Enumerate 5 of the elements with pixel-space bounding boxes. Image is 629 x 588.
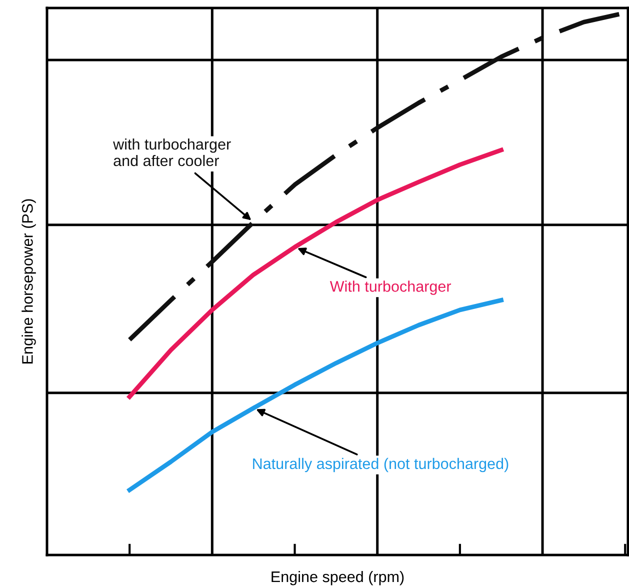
text: With turbocharger — [330, 280, 452, 295]
text: with turbocharger and after cooler — [113, 138, 231, 166]
x-axis-title: Engine speed (rpm) — [272, 570, 404, 586]
text: Naturally aspirated (not turbocharged) — [253, 458, 508, 472]
y-axis-title: Engine horsepower (PS) — [22, 199, 36, 364]
